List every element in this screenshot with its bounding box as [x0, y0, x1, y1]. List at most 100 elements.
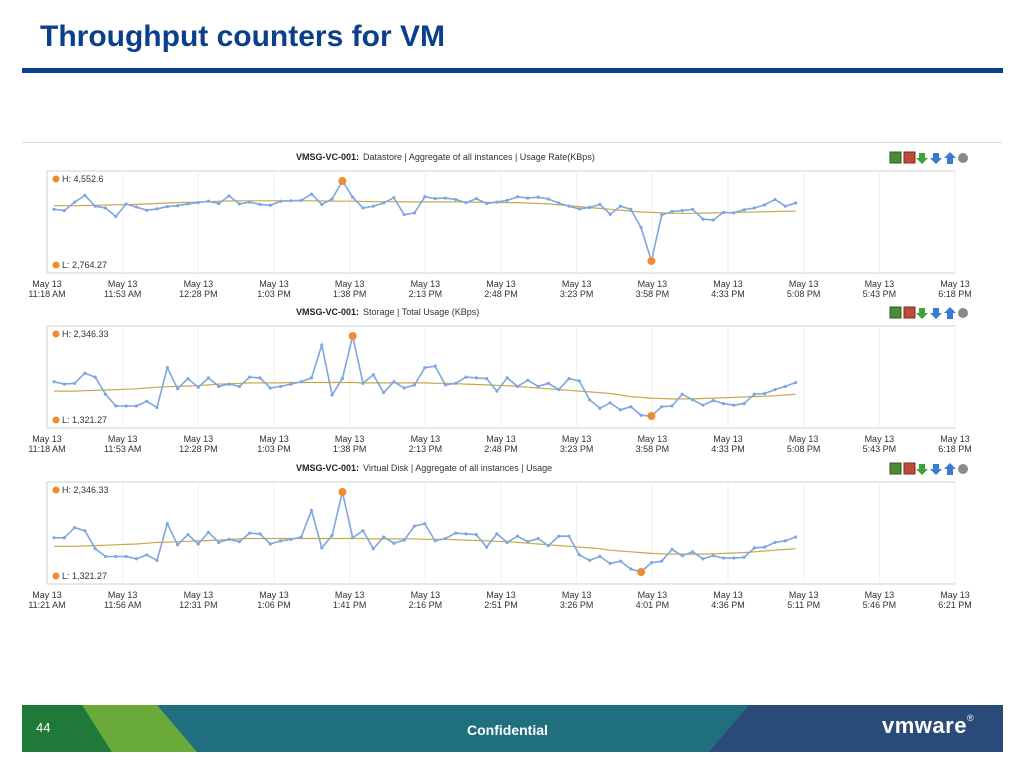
export-red-icon [903, 306, 916, 319]
low-label: L: 1,321.27 [62, 571, 107, 581]
x-tick-label: May 13 5:11 PM [787, 590, 820, 610]
data-point [134, 205, 138, 209]
high-dot-icon [52, 330, 60, 338]
data-point [701, 217, 705, 221]
low-dot-icon [52, 416, 60, 424]
data-point [402, 538, 406, 542]
data-point [248, 531, 252, 535]
x-tick-label: May 13 6:21 PM [938, 590, 972, 610]
data-point [721, 210, 726, 215]
data-point [454, 381, 458, 385]
data-point [248, 375, 252, 379]
data-point [608, 212, 612, 216]
chart-entity: VMSG-VC-001: [296, 463, 359, 473]
data-point [691, 398, 695, 402]
data-point [454, 197, 458, 202]
x-tick-label: May 13 11:18 AM [28, 434, 65, 454]
x-tick-time: 3:23 PM [560, 444, 594, 454]
data-point [165, 366, 169, 370]
data-point [783, 204, 787, 208]
x-tick-time: 11:18 AM [28, 444, 65, 454]
title-rule [22, 68, 1003, 73]
data-point [114, 554, 118, 559]
data-point [752, 546, 757, 550]
data-point [268, 386, 272, 390]
data-point [52, 380, 56, 384]
x-tick-date: May 13 [108, 279, 138, 289]
arrow-down-green-icon [916, 464, 928, 475]
x-tick-time: 4:33 PM [711, 289, 745, 299]
x-tick-label: May 13 6:18 PM [938, 279, 972, 299]
data-point [773, 387, 777, 392]
data-point [279, 539, 283, 543]
x-tick-time: 11:56 AM [104, 600, 141, 610]
low-dot-icon [52, 261, 60, 269]
datastore-usage-chart: VMSG-VC-001: Datastore | Aggregate of all… [28, 151, 972, 299]
data-point [794, 535, 798, 539]
x-tick-label: May 13 5:43 PM [863, 279, 897, 299]
data-point [93, 547, 97, 551]
x-tick-label: May 13 5:08 PM [787, 434, 821, 454]
chart-entity: VMSG-VC-001: [296, 152, 359, 162]
x-tick-time: 5:08 PM [787, 444, 821, 454]
data-point [773, 540, 777, 545]
data-point [176, 543, 180, 547]
data-point [258, 202, 262, 206]
data-point [515, 195, 520, 199]
data-point [412, 383, 417, 387]
data-point [618, 559, 623, 563]
chart-toolbar [889, 462, 968, 475]
data-point [464, 200, 468, 205]
x-tick-label: May 13 12:28 PM [179, 279, 218, 299]
data-point [412, 524, 417, 528]
arrow-down-blue-icon [930, 308, 942, 319]
data-point [608, 401, 612, 405]
x-tick-date: May 13 [32, 279, 62, 289]
data-point [186, 202, 190, 206]
data-point [73, 526, 77, 530]
data-point [433, 196, 437, 201]
x-tick-time: 1:38 PM [333, 444, 367, 454]
data-point [62, 209, 66, 213]
x-tick-date: May 13 [108, 434, 138, 444]
data-point [680, 209, 684, 213]
data-point [103, 554, 108, 559]
data-point [680, 392, 684, 396]
data-point [485, 545, 489, 549]
x-tick-date: May 13 [411, 590, 441, 600]
data-point [732, 403, 736, 407]
data-point [495, 389, 499, 393]
x-tick-label: May 13 4:01 PM [636, 590, 670, 610]
x-tick-time: 3:23 PM [560, 289, 594, 299]
data-point [721, 402, 726, 406]
x-tick-label: May 13 1:03 PM [257, 434, 291, 454]
data-point [464, 532, 468, 536]
x-tick-date: May 13 [713, 590, 743, 600]
data-point [598, 202, 602, 206]
data-point [237, 540, 241, 544]
data-point [289, 537, 293, 541]
data-point [752, 392, 757, 396]
x-tick-time: 4:33 PM [711, 444, 745, 454]
data-point [588, 205, 592, 210]
data-point [361, 529, 365, 533]
data-point [433, 539, 437, 543]
data-point [536, 384, 540, 389]
data-point [145, 553, 149, 557]
data-point [474, 196, 478, 201]
x-tick-time: 6:18 PM [938, 289, 972, 299]
high-dot-icon [52, 486, 60, 494]
data-point [423, 195, 427, 199]
high-marker [338, 177, 347, 185]
data-point [196, 385, 200, 389]
data-point [495, 200, 499, 204]
data-point [670, 404, 674, 408]
x-tick-date: May 13 [940, 279, 970, 289]
low-marker [647, 257, 656, 265]
data-point [103, 392, 108, 396]
average-line [54, 537, 796, 555]
data-point [330, 393, 334, 397]
data-point [279, 199, 283, 203]
footer-band [22, 705, 1003, 752]
data-point [711, 554, 715, 558]
